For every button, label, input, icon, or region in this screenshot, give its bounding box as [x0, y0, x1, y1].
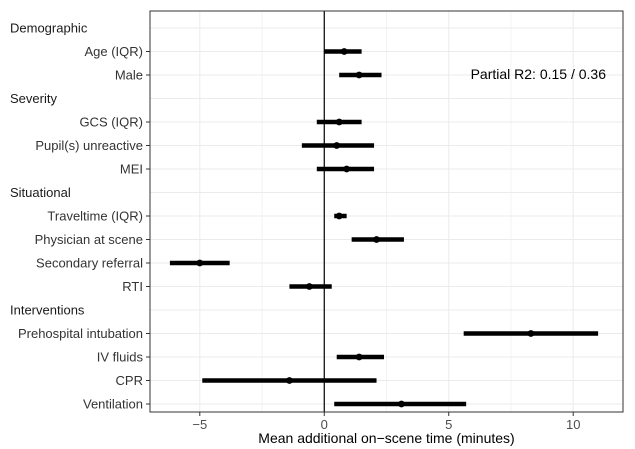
- point-estimate: [333, 142, 341, 149]
- row-label: Physician at scene: [35, 232, 143, 247]
- x-axis-title: Mean additional on−scene time (minutes): [258, 430, 514, 446]
- row-label: RTI: [122, 279, 143, 294]
- x-tick-label: −5: [192, 417, 207, 432]
- point-estimates: [196, 48, 535, 408]
- group-header: Interventions: [10, 303, 85, 318]
- x-tick-label: 0: [321, 417, 328, 432]
- row-label: Traveltime (IQR): [47, 209, 143, 224]
- row-label: Prehospital intubation: [18, 326, 143, 341]
- row-labels: Demographic Age (IQR) Male Severity GCS (IQR…: [10, 21, 150, 412]
- point-estimate: [355, 71, 363, 79]
- x-tick-label: 10: [566, 417, 580, 432]
- point-estimate: [373, 236, 380, 243]
- point-estimate: [286, 377, 293, 384]
- row-label: Ventilation: [83, 397, 143, 412]
- point-estimate: [196, 259, 204, 267]
- partial-r2-annotation: Partial R2: 0.15 / 0.36: [471, 66, 607, 82]
- point-estimate: [340, 48, 348, 55]
- point-estimate: [335, 212, 343, 220]
- row-label: Secondary referral: [36, 256, 143, 271]
- group-header: Severity: [10, 91, 57, 106]
- point-estimate: [305, 283, 313, 290]
- point-estimate: [343, 165, 351, 173]
- panel-border: [149, 10, 624, 413]
- x-axis-ticks: −5 0 5 10: [192, 412, 580, 432]
- point-estimate: [355, 353, 363, 361]
- point-estimate: [527, 330, 535, 337]
- row-label: GCS (IQR): [79, 115, 143, 130]
- row-label: MEI: [120, 162, 143, 177]
- x-tick-label: 5: [445, 417, 452, 432]
- row-label: IV fluids: [97, 350, 144, 365]
- group-header: Situational: [10, 185, 71, 200]
- row-label: Age (IQR): [84, 44, 143, 59]
- point-estimate: [335, 118, 343, 126]
- group-header: Demographic: [10, 21, 88, 36]
- row-label: Male: [115, 68, 143, 83]
- row-label: Pupil(s) unreactive: [35, 138, 143, 153]
- point-estimate: [398, 400, 405, 408]
- row-label: CPR: [116, 373, 143, 388]
